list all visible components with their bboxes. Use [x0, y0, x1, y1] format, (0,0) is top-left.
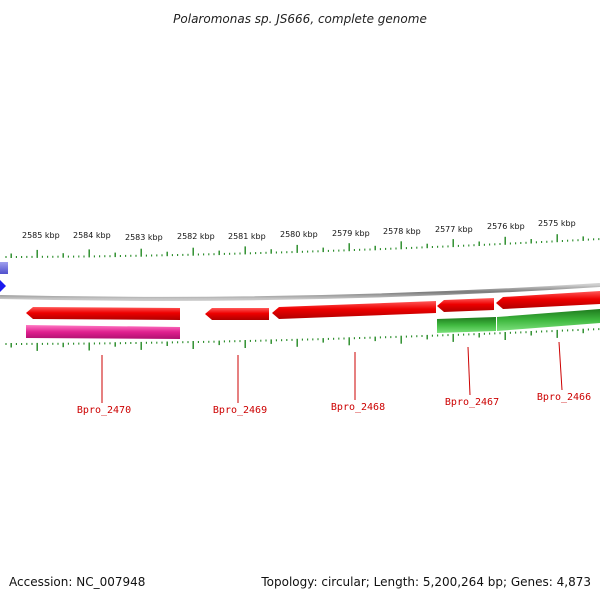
kbp-label: 2577 kbp: [435, 225, 473, 234]
kbp-label: 2576 kbp: [487, 222, 525, 231]
kbp-label: 2580 kbp: [280, 230, 318, 239]
kbp-label: 2575 kbp: [538, 219, 576, 228]
accession-text: Accession: NC_007948: [9, 575, 145, 589]
gene-label: Bpro_2467: [445, 397, 499, 408]
genome-summary-text: Topology: circular; Length: 5,200,264 bp…: [260, 575, 591, 589]
gene-label: Bpro_2470: [77, 405, 131, 416]
gene-label: Bpro_2468: [331, 402, 385, 413]
outer-tick-ruler: [5, 234, 600, 258]
gene-arrow-bpro-2469: [205, 308, 269, 320]
leader-line: [558, 341, 563, 391]
gene-arrow-bpro-2470: [26, 307, 180, 320]
kbp-label: 2581 kbp: [228, 232, 266, 241]
kbp-label: 2585 kbp: [22, 231, 60, 240]
kbp-label: 2583 kbp: [125, 233, 163, 242]
gene-labels: Bpro_2470 Bpro_2469 Bpro_2468 Bpro_2467 …: [77, 392, 591, 416]
gene-leader-lines: [101, 341, 563, 403]
kbp-label: 2578 kbp: [383, 227, 421, 236]
kbp-labels: 2585 kbp 2584 kbp 2583 kbp 2582 kbp 2581…: [22, 219, 576, 242]
kbp-label: 2582 kbp: [177, 232, 215, 241]
feature-bar-green: [497, 309, 600, 331]
genome-title: Polaromonas sp. JS666, complete genome: [173, 12, 427, 26]
partial-feature-left: [0, 262, 8, 274]
feature-bar-magenta: [26, 325, 180, 339]
gene-arrow-bpro-2466: [496, 291, 600, 309]
kbp-label: 2579 kbp: [332, 229, 370, 238]
gene-label: Bpro_2466: [537, 392, 591, 403]
leader-line: [467, 346, 471, 396]
feature-bar-green: [437, 317, 496, 333]
partial-arrow-left: [0, 280, 6, 292]
gene-label: Bpro_2469: [213, 405, 267, 416]
gene-arrow-bpro-2468: [272, 301, 436, 319]
inner-tick-ruler: [5, 328, 600, 351]
gene-arrow-bpro-2467: [437, 298, 494, 312]
genome-backbone: [0, 283, 600, 301]
kbp-label: 2584 kbp: [73, 231, 111, 240]
